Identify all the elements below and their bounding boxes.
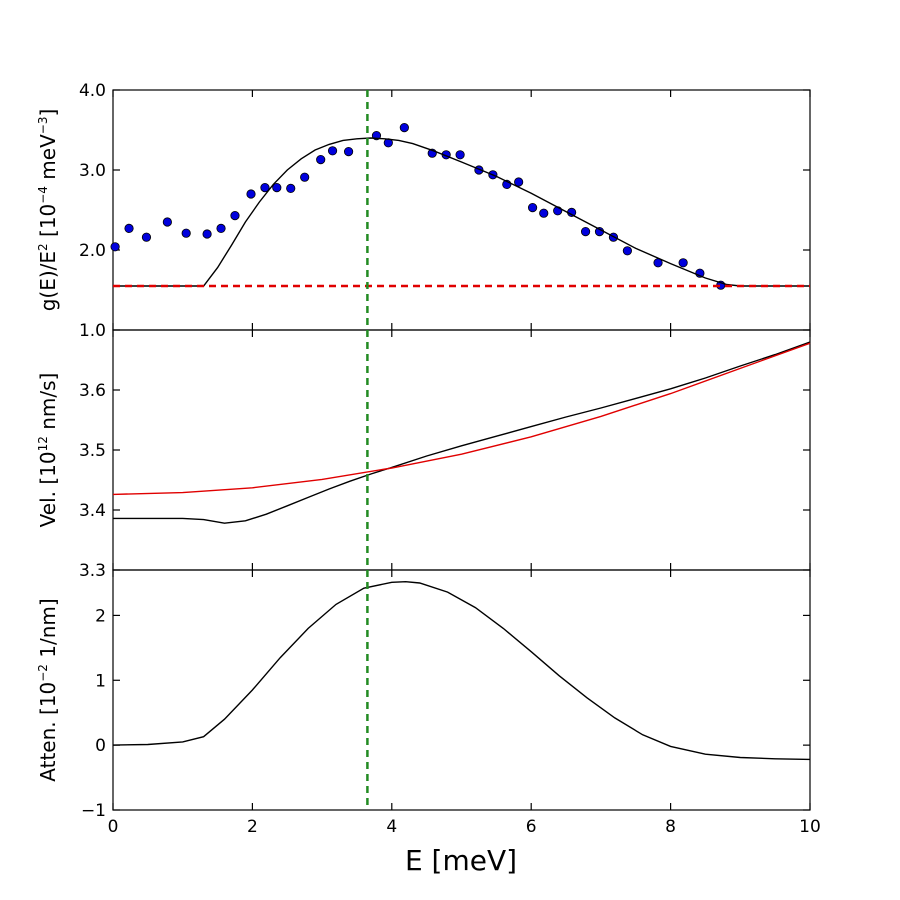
panel-dos-data-point xyxy=(514,177,524,187)
panel-dos-data-point xyxy=(162,217,172,227)
panel-attenuation-ylabel: Atten. [10−2 1/nm] xyxy=(36,598,60,781)
panel-velocity-ytick-label: 3.6 xyxy=(79,381,106,401)
panel-attenuation-ytick-label: 0 xyxy=(95,736,106,756)
panel-dos-ytick-label: 2.0 xyxy=(79,241,106,261)
panel-velocity-ytick-label: 3.4 xyxy=(79,501,106,521)
panel-dos-data-point xyxy=(622,246,632,256)
panel-dos-data-point xyxy=(202,229,212,239)
panel-dos-data-point xyxy=(110,242,120,252)
panel-attenuation-ytick-label: 2 xyxy=(95,606,106,626)
panel-dos-series-fit xyxy=(113,137,810,287)
panel-dos-data-point xyxy=(327,146,338,156)
panel-dos-data-point xyxy=(260,183,270,193)
panel-dos-data-point xyxy=(216,223,226,233)
panel-dos-data-point xyxy=(230,211,240,221)
x-tick-label: 0 xyxy=(108,817,119,837)
panel-dos-data-point xyxy=(399,123,409,133)
panel-velocity-series-reference xyxy=(112,342,811,496)
x-tick-label: 4 xyxy=(386,817,397,837)
panel-attenuation-ytick-label: 1 xyxy=(95,671,106,691)
panel-velocity-series-velocity xyxy=(113,341,811,524)
panel-dos-data-point xyxy=(141,232,152,242)
panel-dos-data-point xyxy=(539,208,549,218)
panel-dos-data-point xyxy=(181,228,191,238)
panel-attenuation-ytick-label: −1 xyxy=(81,801,106,821)
panel-dos-data-point xyxy=(678,258,688,268)
panel-dos-data-point xyxy=(272,183,282,193)
panel-velocity-ylabel: Vel. [1012 nm/s] xyxy=(36,373,60,528)
panel-dos-ylabel: g(E)/E2 [10−4 meV−3] xyxy=(36,109,60,312)
panel-dos-ytick-label: 4.0 xyxy=(79,81,106,101)
panel-attenuation-series-attenuation xyxy=(112,580,811,761)
panel-dos-data-point xyxy=(246,189,256,199)
panel-dos-data-point xyxy=(286,183,296,193)
panel-dos-ytick-label: 1.0 xyxy=(79,321,106,341)
panel-dos: 1.0 2.0 3.0 4.0 g(E)/E2 [10−4 meV−3] xyxy=(36,81,811,341)
panel-attenuation: −1 0 1 2 Atten. [10−2 1/nm] xyxy=(36,569,811,821)
panel-velocity-ytick-label: 3.5 xyxy=(79,441,106,461)
panel-velocity: 3.3 3.4 3.5 3.6 Vel. [1012 nm/s] xyxy=(36,329,811,581)
panel-dos-data-point xyxy=(527,203,538,213)
panel-attenuation-frame xyxy=(112,569,811,811)
panel-dos-data-point xyxy=(343,147,354,157)
panel-dos-ytick-label: 3.0 xyxy=(79,161,106,181)
panel-dos-data-point xyxy=(124,223,134,233)
panel-velocity-ytick-label: 3.3 xyxy=(79,561,106,581)
x-tick-label: 2 xyxy=(247,817,258,837)
x-axis-label: E [meV] xyxy=(405,844,517,877)
panel-dos-data-point xyxy=(316,155,326,165)
panel-dos-data-point xyxy=(300,172,310,182)
x-tick-label: 10 xyxy=(799,817,821,837)
panel-dos-data-point xyxy=(580,227,591,237)
x-tick-label: 8 xyxy=(665,817,676,837)
panel-dos-data-point xyxy=(455,150,465,160)
x-tick-label: 6 xyxy=(526,817,537,837)
